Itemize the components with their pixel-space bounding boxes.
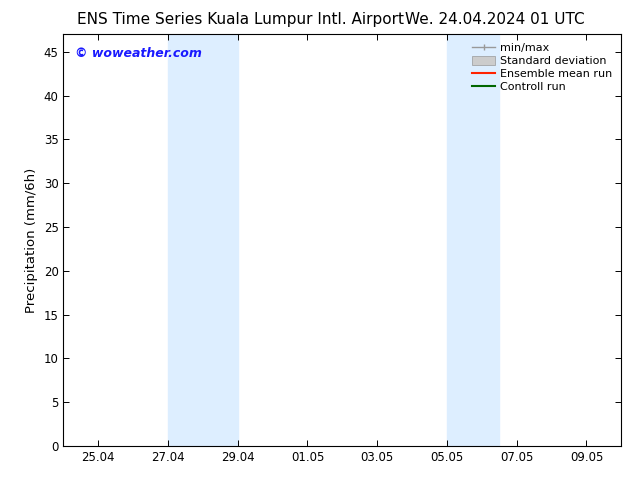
Text: ENS Time Series Kuala Lumpur Intl. Airport: ENS Time Series Kuala Lumpur Intl. Airpo… [77, 12, 404, 27]
Bar [447, 34, 500, 446]
Y-axis label: Precipitation (mm/6h): Precipitation (mm/6h) [25, 168, 38, 313]
Bar [168, 34, 238, 446]
Text: We. 24.04.2024 01 UTC: We. 24.04.2024 01 UTC [404, 12, 585, 27]
Text: © woweather.com: © woweather.com [75, 47, 202, 60]
Legend: min/max, Standard deviation, Ensemble mean run, Controll run: min/max, Standard deviation, Ensemble me… [469, 40, 616, 95]
